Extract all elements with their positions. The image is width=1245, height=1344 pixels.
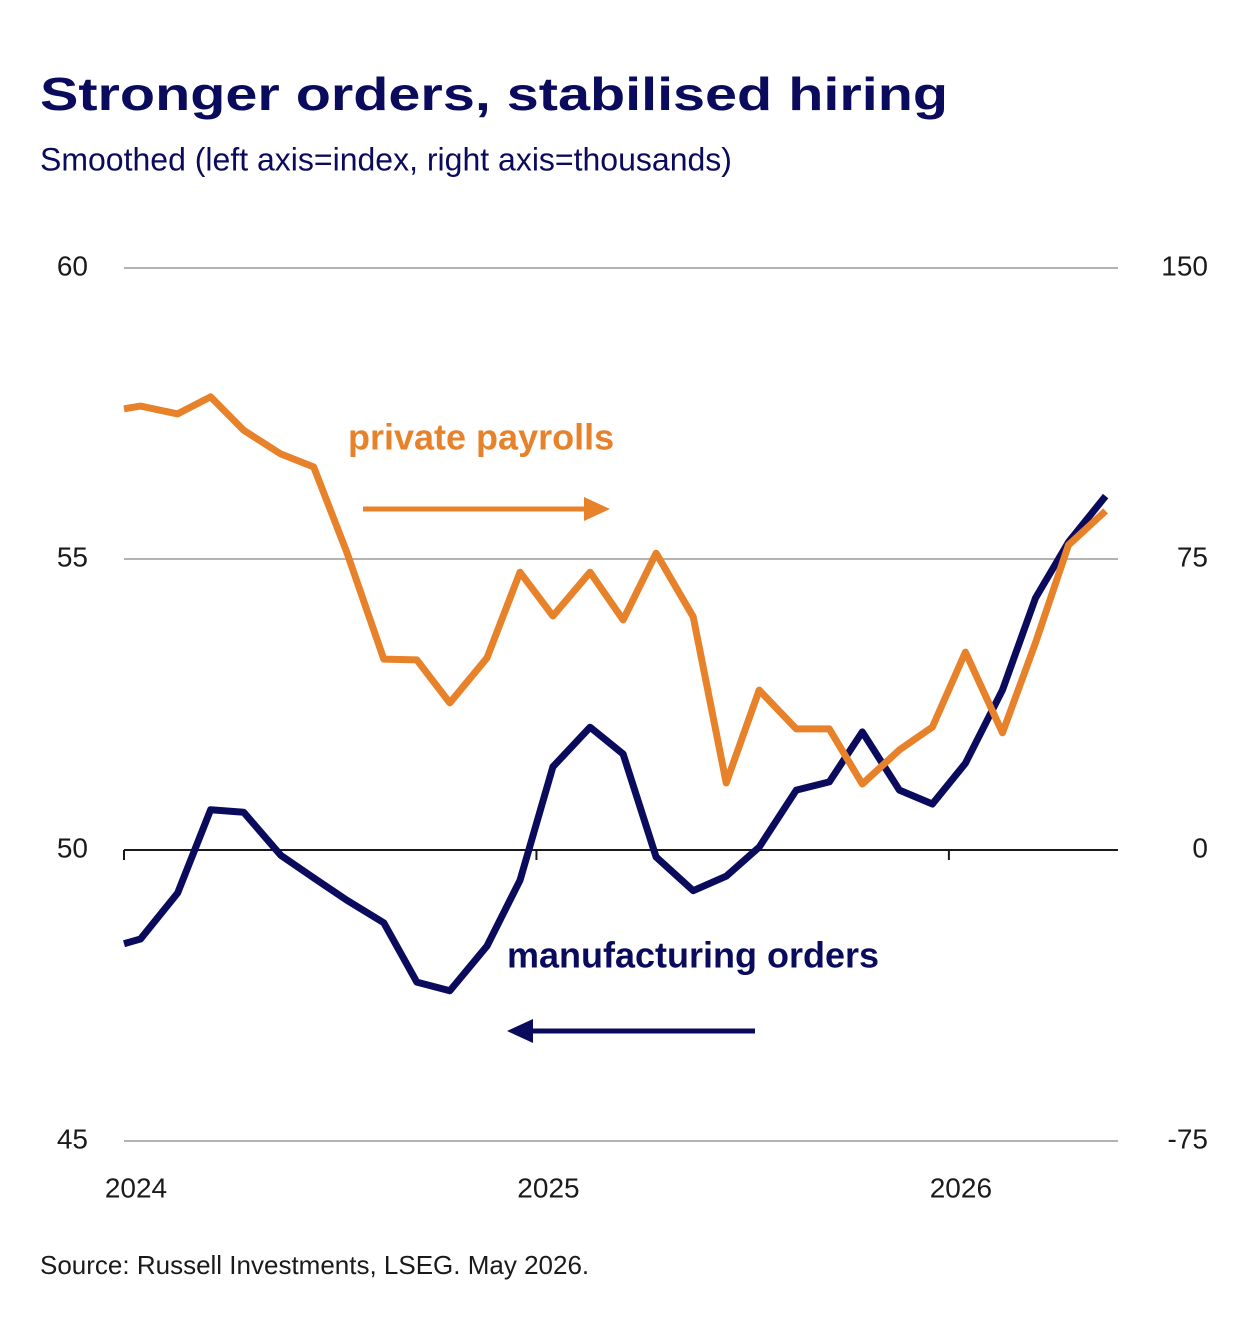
chart-subtitle: Smoothed (left axis=index, right axis=th… bbox=[40, 141, 732, 177]
y-tick-label: 50 bbox=[57, 832, 88, 863]
series-annotation: manufacturing orders bbox=[507, 935, 879, 976]
chart-title: Stronger orders, stabilised hiring bbox=[40, 68, 948, 120]
series-line bbox=[123, 393, 1108, 788]
y2-tick-label: -75 bbox=[1168, 1123, 1208, 1154]
y-tick-label: 60 bbox=[57, 250, 88, 281]
x-tick-label: 2025 bbox=[517, 1172, 579, 1203]
series-annotation: private payrolls bbox=[348, 417, 614, 458]
y-tick-label: 55 bbox=[57, 541, 88, 572]
y2-tick-label: 0 bbox=[1192, 832, 1208, 863]
y-tick-label: 45 bbox=[57, 1123, 88, 1154]
x-tick-label: 2026 bbox=[930, 1172, 992, 1203]
y2-tick-label: 75 bbox=[1177, 541, 1208, 572]
series-line bbox=[123, 493, 1109, 995]
arrow bbox=[363, 497, 610, 521]
source-note: Source: Russell Investments, LSEG. May 2… bbox=[40, 1250, 589, 1280]
x-tick-label: 2024 bbox=[105, 1172, 167, 1203]
y2-tick-label: 150 bbox=[1161, 250, 1208, 281]
arrow bbox=[507, 1019, 755, 1043]
